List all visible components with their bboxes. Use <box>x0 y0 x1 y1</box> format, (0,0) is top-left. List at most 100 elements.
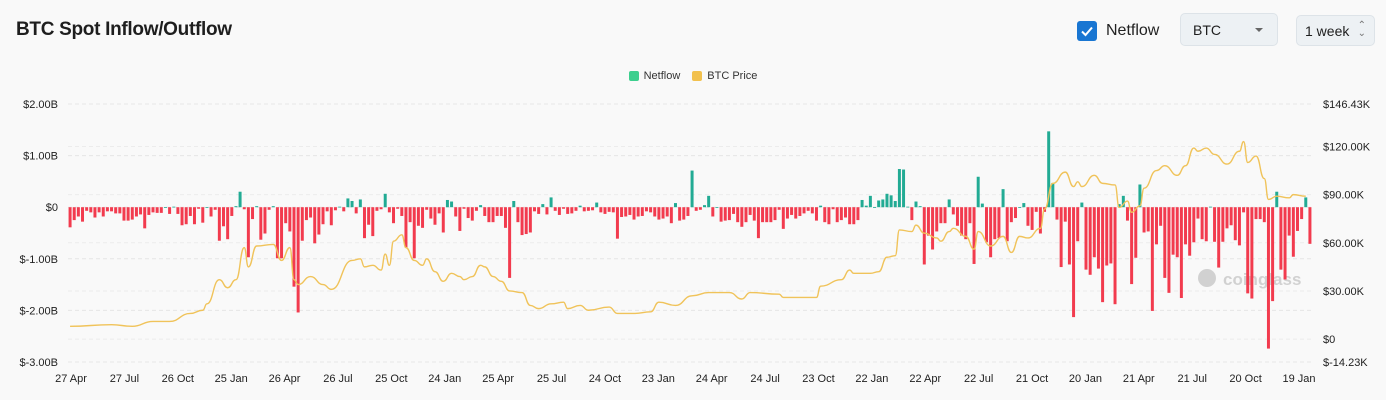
netflow-bar-outflow <box>246 207 250 258</box>
x-tick-label: 22 Jan <box>855 373 888 385</box>
netflow-bar-outflow <box>632 207 636 220</box>
netflow-bar-outflow <box>844 207 847 218</box>
netflow-bar-outflow <box>1283 207 1287 280</box>
netflow-bar-outflow <box>503 207 507 228</box>
netflow-bar-outflow <box>1076 207 1080 242</box>
up-down-chevron-icon: ⌃ ⌄ <box>1357 20 1366 39</box>
netflow-bar-outflow <box>744 207 748 223</box>
netflow-bar-outflow <box>192 207 196 225</box>
netflow-bar-inflow <box>703 205 707 208</box>
netflow-bar-outflow <box>491 207 495 223</box>
netflow-bar-outflow <box>209 207 213 217</box>
legend-item-btc-price[interactable]: BTC Price <box>692 70 757 82</box>
netflow-bar-inflow <box>271 206 275 208</box>
netflow-bar-outflow <box>620 207 624 218</box>
netflow-bar-inflow <box>673 203 677 208</box>
netflow-bar-outflow <box>607 207 611 212</box>
x-tick-label: 26 Jul <box>323 373 352 385</box>
netflow-bar-outflow <box>466 207 470 219</box>
netflow-bar-outflow <box>823 207 827 223</box>
netflow-bar-inflow <box>1022 203 1026 208</box>
netflow-bar-outflow <box>993 207 997 240</box>
legend-label-netflow: Netflow <box>643 70 681 82</box>
netflow-bar-outflow <box>296 207 300 313</box>
netflow-bar-inflow <box>1051 182 1055 208</box>
netflow-bar-outflow <box>292 207 296 287</box>
netflow-bar-outflow <box>931 207 935 250</box>
netflow-bar-outflow <box>1192 207 1196 243</box>
netflow-bar-inflow <box>902 169 906 208</box>
netflow-bar-outflow <box>943 207 947 224</box>
netflow-bar-inflow <box>914 201 918 208</box>
caret-down-icon <box>1255 28 1263 32</box>
netflow-bar-outflow <box>155 207 159 213</box>
netflow-checkbox[interactable] <box>1077 21 1097 41</box>
netflow-bar-inflow <box>1018 207 1022 208</box>
x-tick-label: 19 Jan <box>1282 373 1315 385</box>
netflow-bar-outflow <box>649 207 653 213</box>
netflow-bar-outflow <box>1030 207 1034 230</box>
netflow-bar-outflow <box>1109 207 1113 264</box>
netflow-bar-outflow <box>935 207 939 232</box>
netflow-bar-outflow <box>802 207 806 214</box>
asset-select[interactable]: BTC <box>1180 13 1278 46</box>
netflow-bar-outflow <box>147 207 151 215</box>
netflow-bar-outflow <box>130 207 134 220</box>
netflow-bar-inflow <box>906 206 910 208</box>
netflow-bar-outflow <box>694 207 698 211</box>
netflow-bar-outflow <box>1142 207 1146 233</box>
x-tick-label: 25 Apr <box>482 373 514 385</box>
netflow-bar-outflow <box>1300 207 1304 220</box>
netflow-checkbox-label[interactable]: Netflow <box>1106 22 1160 39</box>
x-tick-label: 20 Jan <box>1069 373 1102 385</box>
netflow-bar-outflow <box>603 207 607 214</box>
netflow-bar-inflow <box>205 207 209 208</box>
netflow-bar-outflow <box>1250 207 1254 299</box>
checkmark-icon <box>1081 26 1093 37</box>
y-right-tick-label: $146.43K <box>1323 99 1371 111</box>
netflow-bar-outflow <box>736 207 740 223</box>
netflow-bar-outflow <box>313 207 317 244</box>
netflow-bar-inflow <box>541 204 545 208</box>
netflow-bar-outflow <box>508 207 512 278</box>
x-tick-label: 20 Oct <box>1229 373 1261 385</box>
netflow-bar-outflow <box>437 207 441 214</box>
netflow-bar-outflow <box>777 207 781 210</box>
netflow-bar-outflow <box>520 207 524 236</box>
netflow-bar-outflow <box>68 207 72 228</box>
netflow-bar-outflow <box>661 207 665 219</box>
netflow-bar-outflow <box>429 207 433 219</box>
netflow-bar-outflow <box>118 207 122 214</box>
netflow-bar-outflow <box>180 207 184 226</box>
netflow-bar-outflow <box>723 207 727 221</box>
netflow-bar-outflow <box>242 207 246 210</box>
netflow-bar-inflow <box>1138 184 1142 208</box>
netflow-bar-outflow <box>1229 207 1233 226</box>
netflow-bar-outflow <box>624 207 628 217</box>
netflow-bar-inflow <box>358 199 362 208</box>
netflow-bar-outflow <box>528 207 532 233</box>
netflow-bar-outflow <box>400 207 404 216</box>
netflow-bar-inflow <box>1208 206 1212 208</box>
x-tick-label: 24 Apr <box>696 373 728 385</box>
netflow-bar-outflow <box>711 207 715 217</box>
netflow-bar-outflow <box>1113 207 1117 305</box>
x-tick-label: 26 Apr <box>269 373 301 385</box>
netflow-bar-outflow <box>495 207 499 216</box>
legend-item-netflow[interactable]: Netflow <box>628 70 681 82</box>
netflow-bar-outflow <box>387 207 391 213</box>
netflow-bar-outflow <box>557 207 561 215</box>
netflow-bar-outflow <box>1233 207 1237 241</box>
netflow-bar-outflow <box>474 207 478 211</box>
period-select[interactable]: 1 week ⌃ ⌄ <box>1296 15 1375 46</box>
netflow-bar-outflow <box>333 207 337 211</box>
netflow-bar-outflow <box>1059 207 1063 268</box>
netflow-bar-outflow <box>143 207 147 229</box>
x-tick-label: 21 Apr <box>1123 373 1155 385</box>
netflow-bar-outflow <box>1237 207 1241 246</box>
netflow-bar-outflow <box>259 207 263 240</box>
netflow-bar-inflow <box>234 206 238 208</box>
netflow-bar-outflow <box>1101 207 1105 303</box>
netflow-bar-outflow <box>545 207 549 215</box>
x-tick-label: 27 Jul <box>110 373 139 385</box>
